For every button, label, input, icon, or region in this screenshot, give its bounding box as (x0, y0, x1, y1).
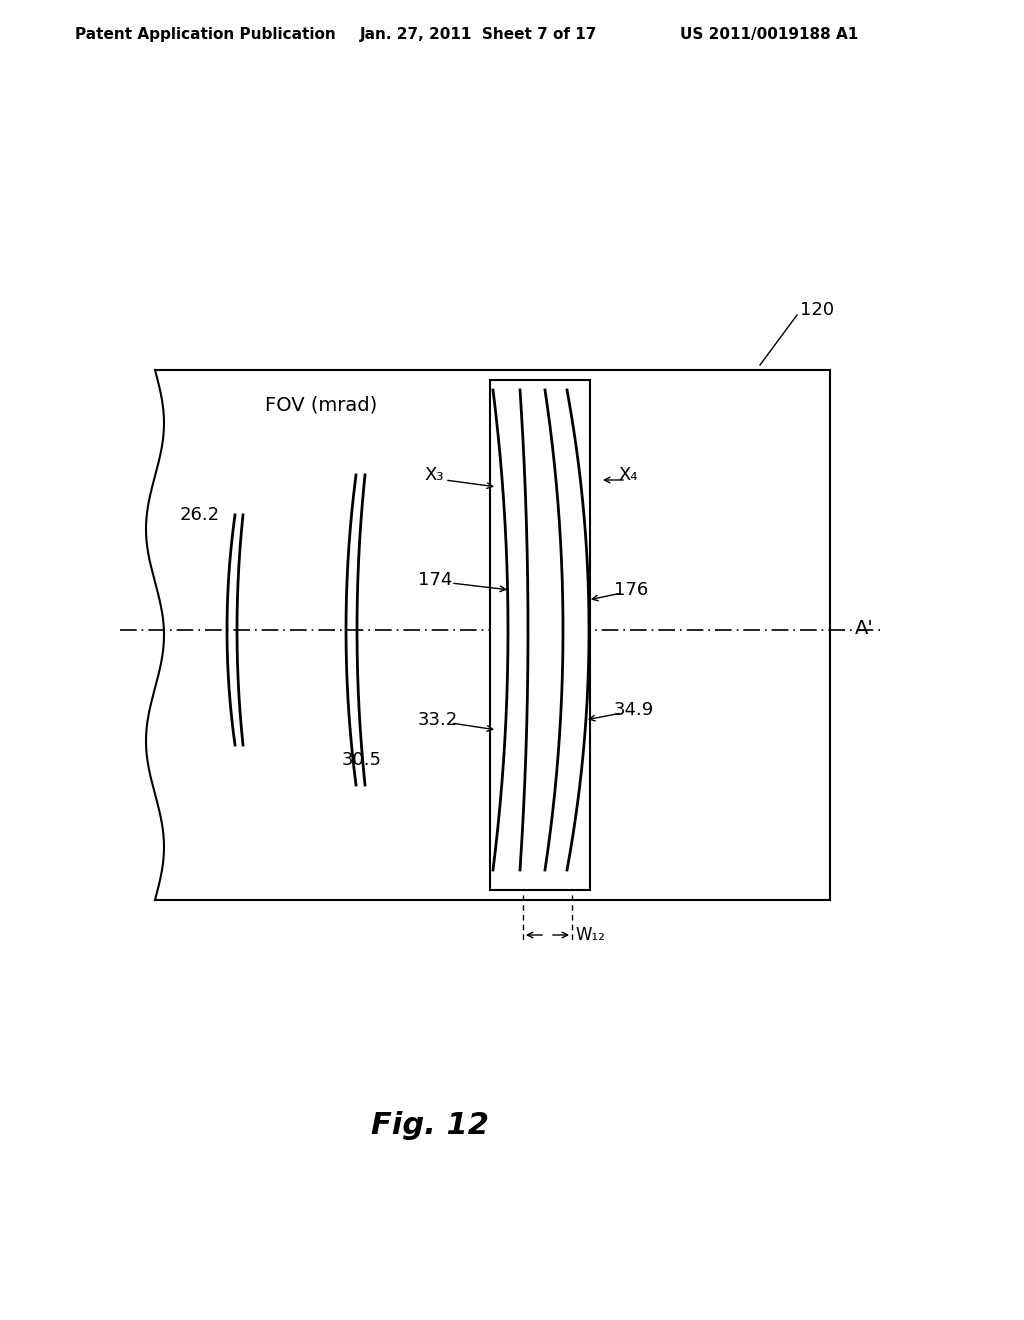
Text: Jan. 27, 2011  Sheet 7 of 17: Jan. 27, 2011 Sheet 7 of 17 (360, 28, 597, 42)
Text: 174: 174 (418, 572, 453, 589)
Text: X₄: X₄ (618, 466, 638, 484)
Text: US 2011/0019188 A1: US 2011/0019188 A1 (680, 28, 858, 42)
Text: 26.2: 26.2 (180, 506, 220, 524)
Text: FOV (mrad): FOV (mrad) (265, 396, 377, 414)
Text: Patent Application Publication: Patent Application Publication (75, 28, 336, 42)
Text: A': A' (855, 619, 873, 638)
Bar (490, 380, 590, 890)
Text: 176: 176 (614, 581, 648, 599)
Text: Fig. 12: Fig. 12 (371, 1110, 489, 1139)
Text: X₃: X₃ (424, 466, 443, 484)
Text: 120: 120 (800, 301, 835, 319)
Text: 33.2: 33.2 (418, 711, 459, 729)
Text: 34.9: 34.9 (614, 701, 654, 719)
Text: 30.5: 30.5 (342, 751, 382, 770)
Text: W₁₂: W₁₂ (575, 927, 605, 944)
